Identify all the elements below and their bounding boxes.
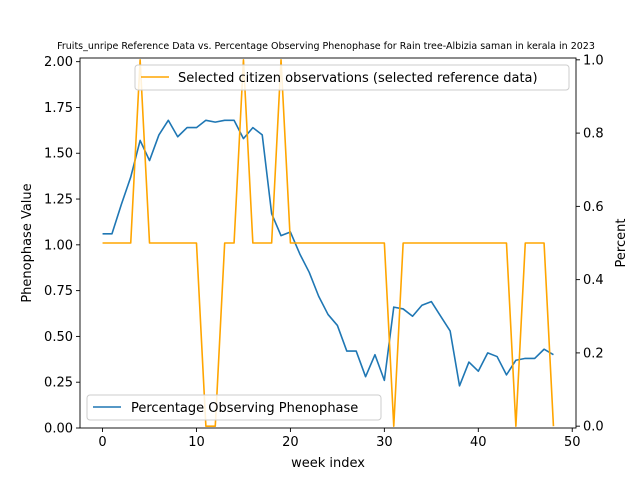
- series-line-percentage-observing: [102, 119, 554, 387]
- y-right-tick-label: 1.0: [583, 53, 604, 68]
- legend-lower-box: [86, 394, 382, 421]
- y-right-tick-label: 0.6: [583, 200, 604, 215]
- legend-lower: Percentage Observing Phenophase: [86, 394, 382, 421]
- y-right-tick-label: 0.0: [583, 420, 604, 435]
- y-left-tick-label: 0.25: [44, 376, 73, 391]
- y-axis-right: 0.0 0.2 0.4 0.6 0.8 1.0: [576, 53, 604, 435]
- y-left-tick-label: 1.25: [44, 193, 73, 208]
- y-right-tick-label: 0.8: [583, 127, 604, 142]
- y-left-tick-label: 0.75: [44, 284, 73, 299]
- x-tick-label: 40: [470, 435, 487, 450]
- legend-upper: Selected citizen observations (selected …: [134, 64, 570, 91]
- x-tick-label: 20: [282, 435, 299, 450]
- y-right-tick-label: 0.4: [583, 273, 604, 288]
- x-tick-label: 30: [376, 435, 393, 450]
- series-line-citizen-observations: [102, 59, 555, 427]
- y-left-tick-label: 1.00: [44, 238, 73, 253]
- x-tick-label: 0: [98, 435, 106, 450]
- y-left-tick-label: 0.00: [44, 422, 73, 437]
- chart-title: Fruits_unripe Reference Data vs. Percent…: [57, 41, 595, 52]
- x-tick-label: 50: [564, 435, 581, 450]
- legend-lower-label: Percentage Observing Phenophase: [131, 401, 358, 416]
- legend-upper-label: Selected citizen observations (selected …: [178, 71, 538, 86]
- x-tick-label: 10: [188, 435, 205, 450]
- y-left-tick-label: 1.50: [44, 147, 73, 162]
- y-axis-right-label: Percent: [614, 219, 629, 268]
- x-axis-label: week index: [291, 456, 365, 471]
- y-axis-left-label: Phenophase Value: [20, 183, 35, 302]
- legend-upper-box: [134, 64, 570, 91]
- y-axis-left: 0.00 0.25 0.50 0.75 1.00 1.25 1.50 1.75 2.00: [44, 55, 80, 437]
- x-axis: 0 10 20 30 40 50: [98, 428, 581, 450]
- y-left-tick-label: 1.75: [44, 101, 73, 116]
- y-left-tick-label: 0.50: [44, 330, 73, 345]
- plot-frame: [79, 57, 577, 429]
- y-right-tick-label: 0.2: [583, 346, 604, 361]
- y-left-tick-label: 2.00: [44, 55, 73, 70]
- series-layer: [102, 59, 555, 427]
